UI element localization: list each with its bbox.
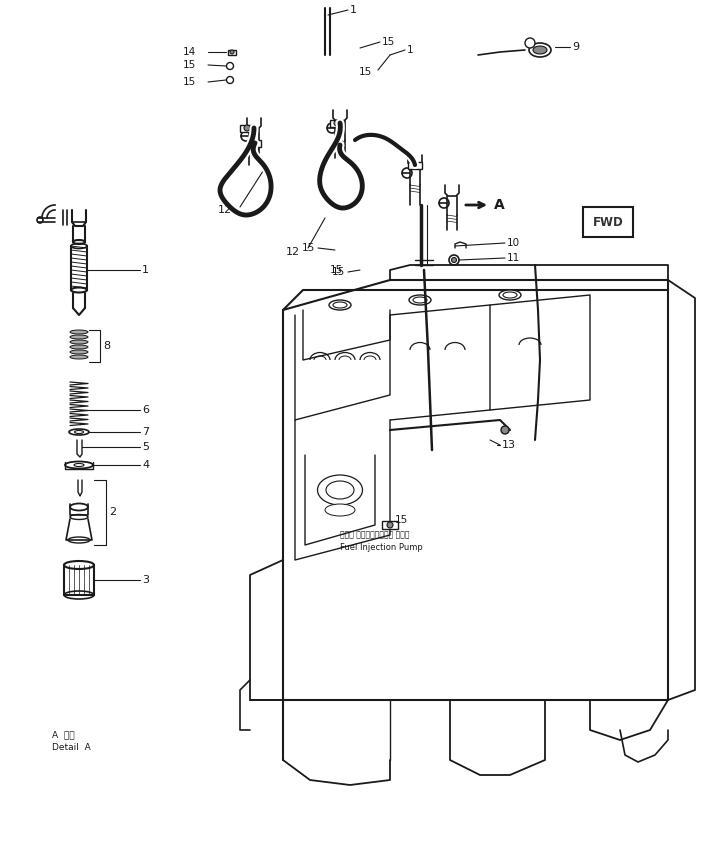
Text: 13: 13 [502,440,516,450]
Ellipse shape [533,46,547,54]
Circle shape [226,77,233,83]
Text: 15: 15 [382,37,395,47]
Circle shape [251,140,257,146]
Text: 10: 10 [507,238,520,248]
Bar [228,50,236,55]
Bar [240,125,254,132]
Text: 15: 15 [359,67,372,77]
Ellipse shape [70,355,88,359]
Text: 14: 14 [183,47,196,57]
Ellipse shape [70,340,88,344]
Circle shape [412,162,418,168]
Text: 8: 8 [103,341,110,351]
Text: 12: 12 [218,205,232,215]
Text: 9: 9 [572,42,579,52]
Text: 11: 11 [507,253,520,263]
Ellipse shape [333,302,347,308]
Ellipse shape [70,330,88,334]
Text: 7: 7 [142,427,149,437]
Text: 15: 15 [183,77,196,87]
Text: 3: 3 [142,575,149,585]
Bar [330,120,344,127]
Bar [382,521,398,529]
Circle shape [449,255,459,265]
Ellipse shape [318,475,363,505]
Ellipse shape [70,335,88,339]
Ellipse shape [503,292,517,298]
Ellipse shape [329,300,351,310]
Text: 12: 12 [286,247,300,257]
Text: 15: 15 [332,267,345,277]
Bar [583,207,633,237]
Circle shape [230,50,234,54]
Text: 2: 2 [109,507,116,517]
Ellipse shape [70,345,88,349]
Text: Fuel Injection Pump: Fuel Injection Pump [340,543,423,552]
Ellipse shape [70,350,88,354]
Ellipse shape [65,461,93,468]
Text: 15: 15 [395,515,408,525]
Ellipse shape [325,504,355,516]
Text: A: A [494,198,505,212]
Ellipse shape [326,481,354,499]
Ellipse shape [75,430,84,434]
Circle shape [226,62,233,70]
Text: 1: 1 [350,5,357,15]
Circle shape [244,125,250,131]
Text: 1: 1 [407,45,413,55]
Bar [247,140,261,147]
Circle shape [387,522,393,528]
Text: 5: 5 [142,442,149,452]
Text: フェル インジェクション ポンプ: フェル インジェクション ポンプ [340,530,410,540]
Circle shape [334,120,340,126]
Text: 15: 15 [330,265,343,275]
Text: A  詳細: A 詳細 [52,731,75,739]
Circle shape [451,258,456,263]
Ellipse shape [409,295,431,305]
Text: 6: 6 [142,405,149,415]
Text: 1: 1 [142,265,149,275]
Ellipse shape [499,290,521,300]
Text: 15: 15 [183,60,196,70]
Circle shape [525,38,535,48]
Ellipse shape [74,463,84,466]
Circle shape [501,426,509,434]
Ellipse shape [413,297,427,303]
Ellipse shape [529,43,551,57]
Text: FWD: FWD [593,216,624,228]
Text: Detail  A: Detail A [52,743,91,752]
Text: 15: 15 [302,243,315,253]
Text: 4: 4 [142,460,149,470]
Bar [408,162,422,169]
